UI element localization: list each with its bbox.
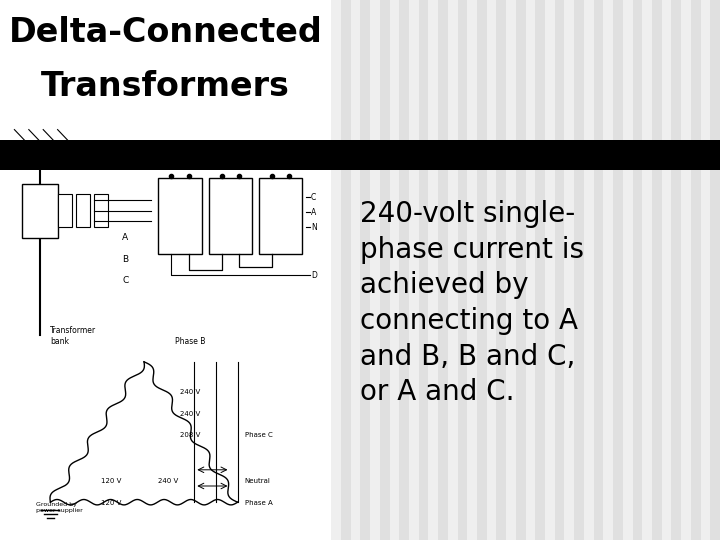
Bar — [419, 0, 428, 540]
Bar — [711, 0, 720, 540]
Bar — [467, 0, 477, 540]
Bar — [428, 0, 438, 540]
Text: C: C — [122, 276, 129, 285]
Bar — [575, 0, 584, 540]
Text: A: A — [311, 208, 316, 217]
Bar — [642, 0, 652, 540]
Bar — [652, 0, 662, 540]
Bar — [564, 0, 575, 540]
Bar — [633, 0, 642, 540]
Text: A: A — [122, 233, 129, 242]
Bar — [603, 0, 613, 540]
Bar — [623, 0, 632, 540]
Bar — [331, 0, 341, 540]
Text: 208 V: 208 V — [180, 433, 200, 438]
Bar — [209, 178, 252, 254]
Bar — [701, 0, 710, 540]
Bar — [22, 184, 58, 238]
Bar — [536, 0, 545, 540]
Bar — [0, 140, 720, 170]
Bar — [681, 0, 690, 540]
Text: 120 V: 120 V — [101, 478, 121, 484]
Bar — [691, 0, 701, 540]
Text: N: N — [311, 223, 317, 232]
Text: 240 V: 240 V — [180, 411, 200, 417]
Text: 240 V: 240 V — [180, 389, 200, 395]
Bar — [506, 0, 516, 540]
Bar — [584, 0, 593, 540]
Text: C: C — [311, 193, 316, 201]
Bar — [555, 0, 564, 540]
Bar — [76, 194, 90, 227]
Bar — [390, 0, 399, 540]
Text: Delta-Connected: Delta-Connected — [9, 16, 323, 49]
Bar — [94, 194, 108, 227]
Text: Phase A: Phase A — [245, 500, 273, 506]
Bar — [341, 0, 351, 540]
Bar — [380, 0, 390, 540]
Bar — [613, 0, 623, 540]
Bar — [438, 0, 448, 540]
Bar — [259, 178, 302, 254]
Bar — [158, 178, 202, 254]
Text: Phase C: Phase C — [245, 433, 273, 438]
Bar — [0, 0, 331, 540]
Bar — [409, 0, 419, 540]
Text: Transformer
bank: Transformer bank — [50, 326, 96, 346]
Bar — [58, 194, 72, 227]
Text: B: B — [122, 255, 129, 264]
Bar — [458, 0, 467, 540]
Text: Transformers: Transformers — [41, 70, 290, 103]
Bar — [361, 0, 370, 540]
Text: D: D — [311, 271, 317, 280]
Bar — [399, 0, 409, 540]
Bar — [516, 0, 526, 540]
Text: Phase B: Phase B — [174, 336, 205, 346]
Bar — [370, 0, 380, 540]
Text: Grounded by
power supplier: Grounded by power supplier — [36, 502, 83, 513]
Bar — [477, 0, 487, 540]
Bar — [487, 0, 497, 540]
Text: 240-volt single-
phase current is
achieved by
connecting to A
and B, B and C,
or: 240-volt single- phase current is achiev… — [360, 200, 584, 406]
Bar — [672, 0, 681, 540]
Bar — [351, 0, 361, 540]
Bar — [526, 0, 535, 540]
Bar — [448, 0, 458, 540]
Text: Neutral: Neutral — [245, 478, 271, 484]
Bar — [662, 0, 671, 540]
Bar — [545, 0, 554, 540]
Text: 120 V: 120 V — [101, 500, 121, 506]
Bar — [497, 0, 506, 540]
Text: 240 V: 240 V — [158, 478, 179, 484]
Bar — [593, 0, 603, 540]
